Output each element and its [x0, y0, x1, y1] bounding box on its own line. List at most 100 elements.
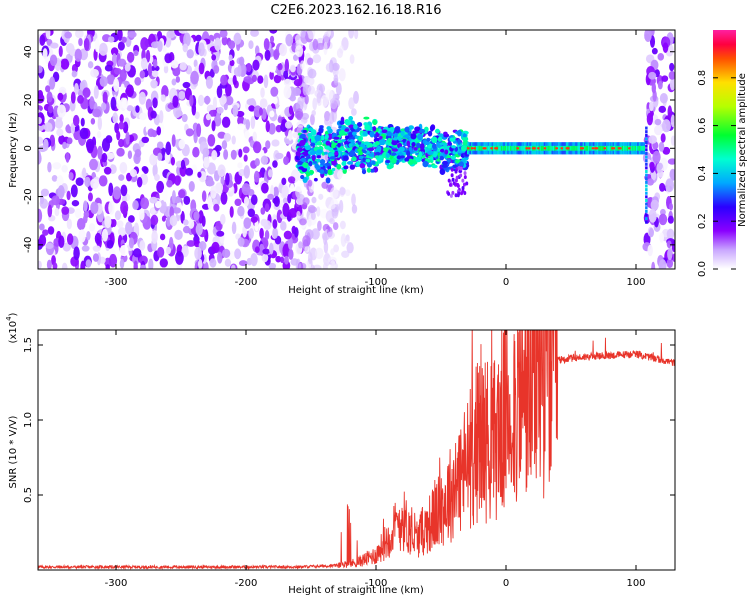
heatmap-cell — [666, 240, 672, 249]
heatmap-cell — [159, 110, 164, 124]
heatmap-cell — [435, 128, 440, 134]
heatmap-cell — [185, 167, 194, 176]
heatmap-y-tick-label: -20 — [23, 188, 34, 204]
heatmap-cell — [89, 96, 95, 110]
heatmap-cell — [211, 150, 218, 161]
heatmap-cell — [242, 146, 250, 154]
heatmap-cell — [645, 159, 648, 163]
heatmap-cell — [374, 155, 379, 159]
heatmap-cell — [40, 194, 45, 205]
heatmap-cell — [645, 206, 648, 210]
heatmap-cell — [171, 190, 176, 204]
heatmap-frame — [37, 29, 676, 270]
heatmap-cell — [116, 99, 123, 110]
heatmap-cell — [351, 156, 357, 162]
snr-x-tick-label: -300 — [105, 578, 128, 589]
heatmap-cell — [172, 95, 179, 108]
heatmap-cell — [257, 75, 264, 84]
heatmap-cell — [327, 168, 333, 176]
heatmap-cell — [202, 147, 210, 158]
heatmap-cell — [346, 242, 354, 254]
heatmap-cell — [164, 53, 172, 64]
snr-multiplier-exp: 4 — [5, 316, 13, 321]
heatmap-cell — [519, 145, 522, 151]
heatmap-cell — [92, 253, 99, 262]
heatmap-cell — [38, 117, 42, 125]
heatmap-cell — [215, 182, 224, 194]
heatmap-cell — [66, 233, 74, 245]
heatmap-cell — [328, 147, 334, 151]
heatmap-cell — [659, 232, 665, 243]
heatmap-cell — [170, 156, 176, 166]
heatmap-cell — [243, 165, 250, 179]
heatmap-cell — [170, 59, 179, 69]
heatmap-cell — [576, 145, 579, 151]
heatmap-cell — [88, 223, 96, 232]
heatmap-cell — [634, 145, 638, 151]
heatmap-cell — [307, 68, 317, 79]
heatmap-cell — [194, 111, 200, 120]
heatmap-cell — [341, 125, 346, 131]
heatmap-cell — [265, 140, 271, 150]
heatmap-cell — [253, 170, 260, 183]
heatmap-cell — [70, 91, 76, 104]
heatmap-cell — [307, 57, 314, 66]
heatmap-cell — [547, 145, 551, 151]
colorbar-tick-label: 0.8 — [697, 70, 708, 86]
heatmap-cell — [118, 138, 125, 148]
heatmap-cell — [272, 219, 278, 229]
heatmap-cell — [486, 145, 489, 151]
heatmap-cell — [38, 223, 45, 231]
heatmap-cell — [52, 162, 62, 170]
heatmap-cell — [354, 30, 359, 40]
heatmap-cell — [119, 161, 128, 174]
heatmap-cell — [191, 102, 197, 116]
heatmap-cell — [280, 221, 287, 231]
heatmap-cell — [243, 154, 248, 162]
heatmap-cell — [140, 37, 149, 51]
heatmap-cell — [574, 145, 578, 151]
heatmap-cell — [287, 237, 293, 250]
heatmap-cell — [412, 130, 418, 134]
heatmap-cell — [632, 145, 635, 151]
heatmap-cell — [326, 231, 335, 239]
heatmap-cell — [304, 245, 310, 253]
heatmap-cell — [147, 128, 155, 138]
heatmap-cell — [206, 162, 216, 175]
heatmap-cell — [656, 162, 663, 170]
heatmap-cell — [351, 131, 357, 136]
heatmap-cell — [323, 41, 328, 56]
heatmap-cell — [152, 58, 158, 68]
heatmap-cell — [437, 133, 444, 138]
heatmap-cell — [339, 120, 345, 125]
heatmap-cell — [661, 119, 671, 133]
heatmap-cell — [623, 145, 626, 151]
heatmap-cell — [243, 196, 249, 207]
heatmap-cell — [43, 122, 53, 132]
heatmap-cell — [319, 169, 325, 175]
heatmap-cell — [275, 255, 282, 263]
heatmap-cell — [541, 145, 544, 151]
heatmap-cell — [139, 264, 147, 269]
heatmap-cell — [180, 210, 185, 224]
heatmap-cell — [139, 70, 146, 79]
heatmap-cell — [294, 45, 304, 57]
heatmap-cell — [452, 181, 456, 186]
heatmap-cell — [117, 30, 123, 41]
heatmap-cell — [407, 131, 412, 136]
heatmap-cell — [175, 250, 184, 265]
heatmap-cell — [197, 94, 205, 107]
heatmap-cell — [648, 227, 654, 238]
heatmap-cell — [307, 85, 316, 95]
heatmap-cell — [458, 161, 464, 168]
heatmap-cell — [201, 190, 207, 202]
heatmap-cell — [309, 150, 317, 156]
heatmap-cell — [191, 164, 198, 175]
heatmap-cell — [341, 148, 346, 152]
heatmap-cell — [219, 95, 227, 105]
heatmap-cell — [348, 97, 355, 110]
heatmap-cell — [566, 147, 570, 150]
heatmap-cell — [351, 204, 358, 214]
snr-y-multiplier: (x104) — [5, 312, 19, 343]
